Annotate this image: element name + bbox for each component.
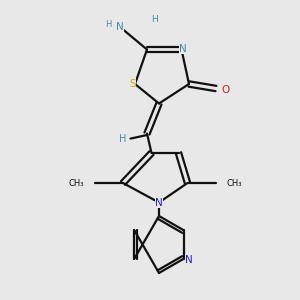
Text: H: H — [119, 134, 127, 145]
Text: N: N — [155, 197, 163, 208]
Text: N: N — [185, 255, 193, 265]
Text: O: O — [221, 85, 229, 95]
Text: CH₃: CH₃ — [68, 178, 84, 188]
Text: N: N — [179, 44, 187, 54]
Text: N: N — [116, 22, 124, 32]
Text: H: H — [105, 20, 111, 29]
Text: CH₃: CH₃ — [226, 178, 242, 188]
Text: H: H — [151, 15, 158, 24]
Text: S: S — [129, 79, 136, 89]
